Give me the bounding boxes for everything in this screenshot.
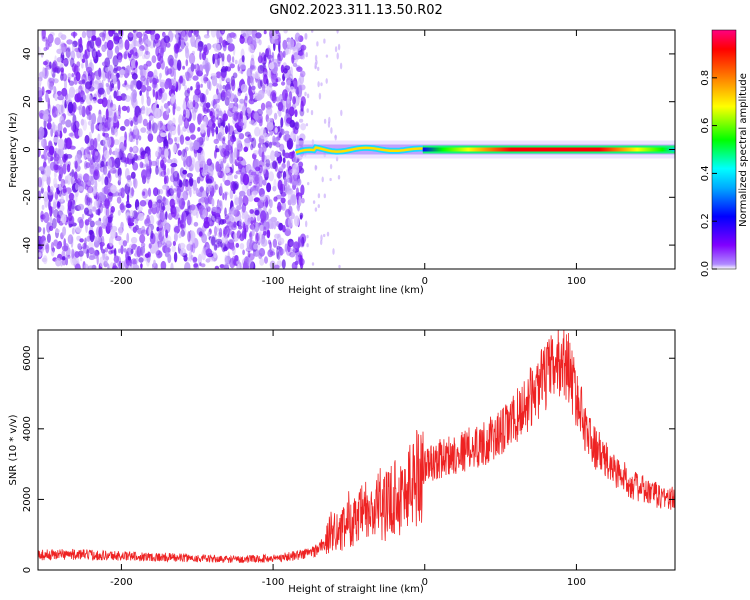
y-tick-label: 6000 <box>22 346 33 371</box>
x-tick-label: 100 <box>567 577 586 588</box>
x-tick-label: 0 <box>422 577 428 588</box>
snr-y-axis-label: SNR (10 * v/v) <box>8 414 19 485</box>
colorbar-tick-label: 0.2 <box>700 213 711 229</box>
y-tick-label: 40 <box>22 48 33 61</box>
y-tick-label: -40 <box>22 237 33 253</box>
y-tick-label: 0 <box>22 567 33 573</box>
x-tick-label: 0 <box>422 276 428 287</box>
y-tick-label: 20 <box>22 95 33 108</box>
figure-title: GN02.2023.311.13.50.R02 <box>269 3 443 18</box>
x-tick-label: -100 <box>262 577 285 588</box>
colorbar-label: Normalized spectral amplitude <box>738 73 749 227</box>
y-tick-label: 2000 <box>22 487 33 512</box>
snr-x-axis-label: Height of straight line (km) <box>288 584 424 595</box>
y-tick-label: -20 <box>22 189 33 205</box>
colorbar-gradient <box>711 29 737 270</box>
spectrogram-y-axis-label: Frequency (Hz) <box>8 112 19 188</box>
y-tick-label: 0 <box>22 146 33 152</box>
colorbar: 0.0 0.2 0.4 0.6 0.8 Normalized spectral ampl… <box>700 29 749 277</box>
colorbar-tick-label: 0.0 <box>700 261 711 277</box>
x-tick-label: -200 <box>110 577 133 588</box>
colorbar-ticks: 0.0 0.2 0.4 0.6 0.8 <box>700 70 717 277</box>
signal-ridge <box>294 140 675 159</box>
x-tick-label: -200 <box>110 276 133 287</box>
spectrogram-image <box>38 30 675 269</box>
x-tick-label: 100 <box>567 276 586 287</box>
noise-speckle <box>38 30 343 269</box>
colorbar-tick-label: 0.4 <box>700 165 711 181</box>
snr-series-line <box>38 330 675 564</box>
colorbar-tick-label: 0.6 <box>700 118 711 134</box>
spectrogram-x-axis-label: Height of straight line (km) <box>288 285 424 296</box>
snr-frame <box>37 329 676 571</box>
x-tick-label: -100 <box>262 276 285 287</box>
colorbar-tick-label: 0.8 <box>700 70 711 86</box>
y-tick-label: 4000 <box>22 416 33 441</box>
